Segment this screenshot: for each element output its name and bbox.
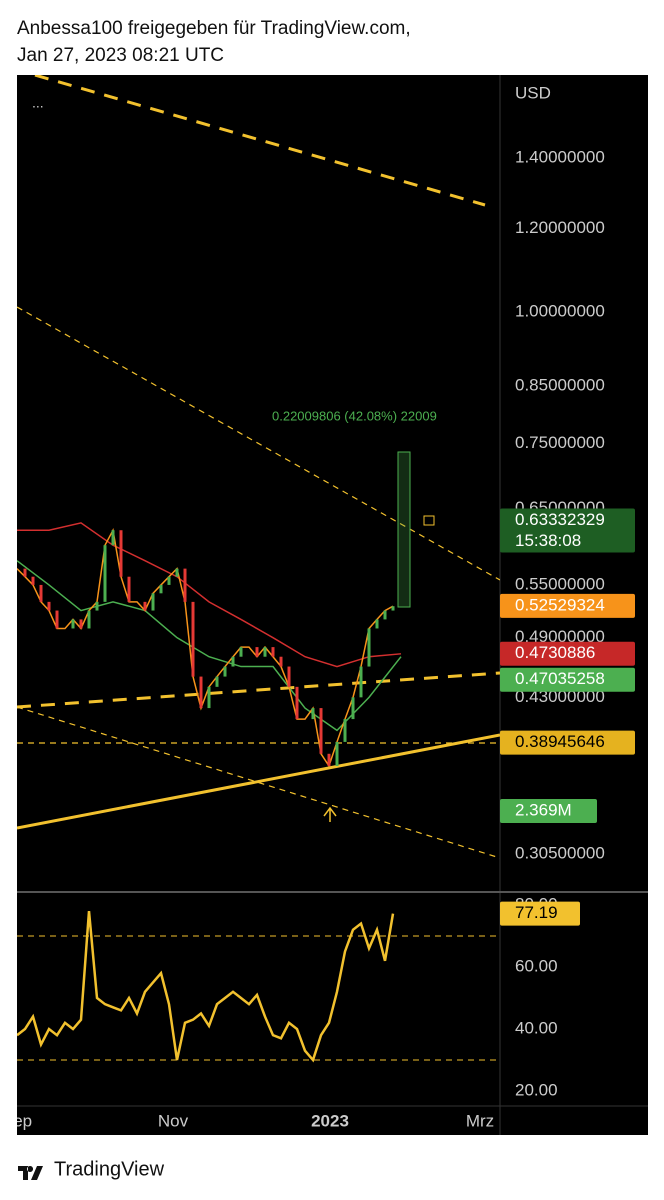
price-line — [17, 522, 402, 668]
trendline — [17, 306, 500, 581]
arrow — [323, 806, 337, 822]
y-tick-label: 0.30500000 — [515, 844, 605, 863]
y-tick-label: 1.40000000 — [515, 148, 605, 167]
drawings — [17, 75, 500, 859]
time-axis: Sep Nov 2023 Mrz — [2, 1111, 494, 1130]
y-tick-label: 1.00000000 — [515, 301, 605, 320]
x-tick-label: Mrz — [466, 1111, 494, 1130]
header-line: Anbessa100 freigegeben für TradingView.c… — [17, 18, 411, 39]
rsi-badge-label: 77.19 — [515, 903, 558, 922]
y-tick-label: 0.75000000 — [515, 433, 605, 452]
rsi-tick-label: 20.00 — [515, 1081, 558, 1100]
trendline — [17, 733, 500, 830]
price-badge — [500, 730, 635, 755]
rsi-tick-label: 60.00 — [515, 956, 558, 975]
header-line: Jan 27, 2023 08:21 UTC — [17, 45, 225, 66]
price-badge-label: 0.38945646 — [515, 732, 605, 751]
price-badge — [500, 667, 635, 692]
price-badge — [500, 641, 635, 666]
volume-badge — [500, 799, 597, 823]
x-tick-label: 2023 — [311, 1111, 349, 1130]
x-tick-label: Sep — [2, 1111, 32, 1130]
trendline — [34, 75, 486, 207]
volume-badge-label: 2.369M — [515, 800, 572, 819]
menu[interactable]: ... — [32, 95, 44, 111]
price-line — [17, 560, 402, 732]
x-tick-label: Nov — [158, 1111, 189, 1130]
rsi-tick-label: 40.00 — [515, 1018, 558, 1037]
price-badge-label: 0.4730886 — [515, 643, 595, 662]
price-badge — [500, 593, 635, 618]
series — [17, 522, 402, 768]
price-badge-label: 0.47035258 — [515, 669, 605, 688]
icon — [423, 515, 435, 526]
price-badge-label: 0.63332329 — [515, 510, 605, 529]
y-tick-label: 0.85000000 — [515, 376, 605, 395]
y-tick-label: 0.55000000 — [515, 574, 605, 593]
price-badge-label: 0.52529324 — [515, 595, 605, 614]
price-badge — [500, 508, 635, 553]
rsi-line — [17, 911, 395, 1063]
measure-label: 0.22009806 (42.08%) 22009 — [272, 408, 437, 423]
logo — [18, 1166, 43, 1180]
price-badge-time: 15:38:08 — [515, 531, 581, 550]
rsi-badge — [500, 901, 580, 926]
measure-box — [397, 451, 411, 608]
y-tick-label: 0.49000000 — [515, 627, 605, 646]
footer: TradingView — [54, 1158, 165, 1180]
axis-unit: USD — [515, 83, 551, 102]
trendline — [17, 671, 500, 709]
y-tick-label: 1.20000000 — [515, 218, 605, 237]
